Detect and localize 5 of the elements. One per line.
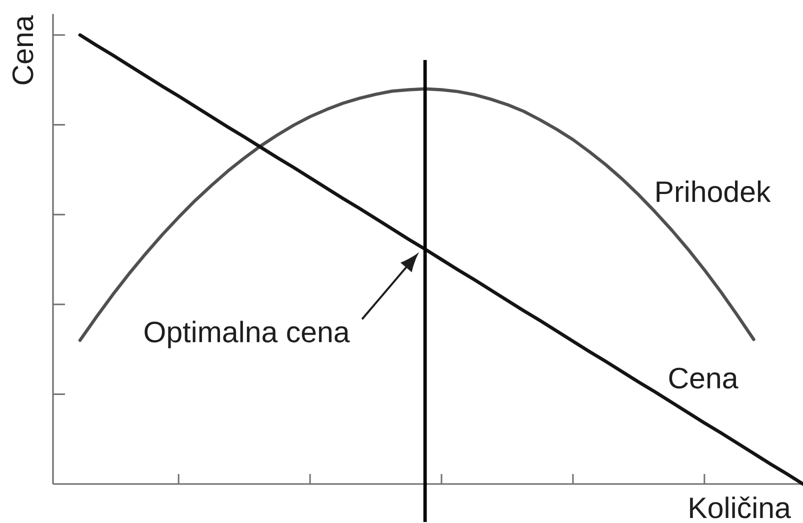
annotation: Optimalna cena [144,320,350,348]
y-axis-title: Cena [12,15,34,84]
series-label: Cena [669,368,738,389]
x-axis-title: Količina [690,496,791,518]
series-label: Prihodek [656,180,771,202]
